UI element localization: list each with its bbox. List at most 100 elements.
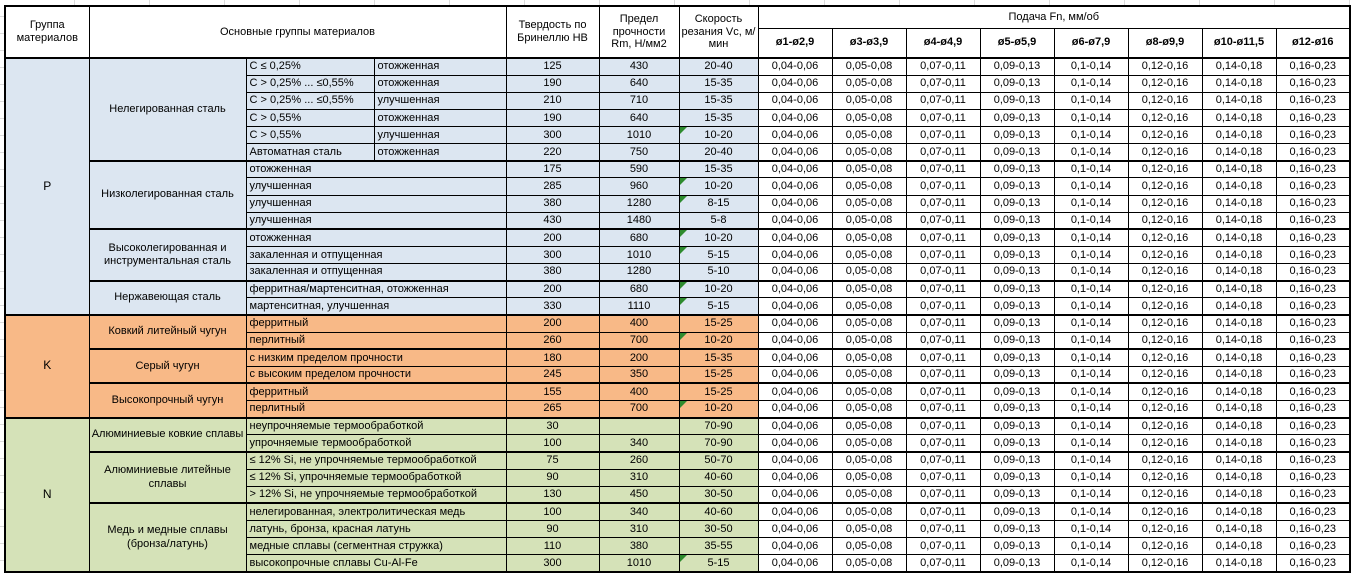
cell-hardness-hb[interactable]: 260 [505,331,600,351]
cell-material-state[interactable]: отожженная [373,74,507,93]
cell-feed-value[interactable]: 0,07-0,11 [905,57,981,76]
cell-strength-rm[interactable]: 400 [598,314,680,333]
cell-speed-vc[interactable]: 15-35 [678,160,759,179]
cell-feed-value[interactable]: 0,07-0,11 [905,502,981,521]
cell-strength-rm[interactable]: 1010 [598,554,680,573]
cell-material-desc[interactable]: ферритный [245,314,507,333]
cell-feed-value[interactable]: 0,16-0,23 [1275,434,1351,453]
cell-hardness-hb[interactable]: 100 [505,502,600,521]
cell-material-desc[interactable]: > 12% Si, не упрочняемые термообработкой [245,485,507,505]
cell-feed-value[interactable]: 0,07-0,11 [905,74,981,93]
cell-material-desc[interactable]: латунь, бронза, красная латунь [245,519,507,539]
cell-material-desc[interactable]: перлитный [245,399,507,419]
cell-hardness-hb[interactable]: 430 [505,211,600,231]
cell-strength-rm[interactable]: 640 [598,108,680,128]
cell-feed-value[interactable]: 0,05-0,08 [831,434,907,453]
cell-feed-value[interactable]: 0,1-0,14 [1053,125,1129,145]
cell-feed-value[interactable]: 0,05-0,08 [831,331,907,351]
header-feed-title[interactable]: Подача Fn, мм/об [757,5,1351,29]
cell-hardness-hb[interactable]: 190 [505,74,600,93]
cell-speed-vc[interactable]: 15-35 [678,108,759,128]
cell-group-letter[interactable]: N [4,417,90,573]
cell-feed-value[interactable]: 0,1-0,14 [1053,74,1129,93]
cell-feed-value[interactable]: 0,07-0,11 [905,160,981,179]
cell-speed-vc[interactable]: 40-60 [678,502,759,521]
cell-feed-value[interactable]: 0,12-0,16 [1127,536,1203,556]
cell-strength-rm[interactable]: 350 [598,365,680,385]
cell-feed-value[interactable]: 0,14-0,18 [1201,262,1277,282]
cell-material-desc[interactable]: перлитный [245,331,507,351]
cell-feed-value[interactable]: 0,09-0,13 [979,434,1055,453]
cell-strength-rm[interactable]: 680 [598,228,680,247]
cell-speed-vc[interactable]: 50-70 [678,451,759,470]
header-tensile-strength[interactable]: Предел прочности Rm, Н/мм2 [598,5,680,59]
cell-hardness-hb[interactable]: 155 [505,382,600,402]
cell-strength-rm[interactable]: 1480 [598,211,680,231]
cell-feed-value[interactable]: 0,14-0,18 [1201,331,1277,351]
cell-hardness-hb[interactable]: 125 [505,57,600,76]
header-brinell-hardness[interactable]: Твердость по Бринеллю HB [505,5,600,59]
cell-feed-value[interactable]: 0,09-0,13 [979,417,1055,436]
cell-feed-value[interactable]: 0,1-0,14 [1053,434,1129,453]
cell-feed-value[interactable]: 0,14-0,18 [1201,194,1277,213]
cell-feed-value[interactable]: 0,04-0,06 [757,434,833,453]
cell-hardness-hb[interactable]: 75 [505,451,600,470]
cell-feed-value[interactable]: 0,09-0,13 [979,348,1055,367]
cell-material-spec[interactable]: C > 0,25% ... ≤0,55% [245,91,375,110]
cell-feed-value[interactable]: 0,07-0,11 [905,91,981,110]
cell-feed-value[interactable]: 0,16-0,23 [1275,519,1351,539]
cell-feed-value[interactable]: 0,12-0,16 [1127,262,1203,282]
cell-material-state[interactable]: отожженная [373,108,507,128]
cell-strength-rm[interactable]: 680 [598,280,680,299]
cell-material-state[interactable]: улучшенная [373,91,507,110]
cell-subgroup-name[interactable]: Нелегированная сталь [88,57,247,162]
cell-feed-value[interactable]: 0,16-0,23 [1275,262,1351,282]
cell-feed-value[interactable]: 0,05-0,08 [831,417,907,436]
cell-material-desc[interactable]: ферритная/мартенситная, отожженная [245,280,507,299]
cell-hardness-hb[interactable]: 110 [505,536,600,556]
cell-hardness-hb[interactable]: 90 [505,468,600,487]
cell-strength-rm[interactable]: 200 [598,348,680,367]
cell-feed-value[interactable]: 0,12-0,16 [1127,434,1203,453]
cell-speed-vc[interactable]: 70-90 [678,434,759,453]
cell-feed-value[interactable]: 0,12-0,16 [1127,314,1203,333]
cell-feed-value[interactable]: 0,1-0,14 [1053,245,1129,265]
cell-strength-rm[interactable]: 1010 [598,125,680,145]
cell-speed-vc[interactable]: 5-15 [678,554,759,573]
cell-feed-value[interactable]: 0,1-0,14 [1053,194,1129,213]
cell-feed-value[interactable]: 0,12-0,16 [1127,194,1203,213]
cell-feed-value[interactable]: 0,04-0,06 [757,245,833,265]
cell-feed-value[interactable]: 0,12-0,16 [1127,348,1203,367]
cell-feed-value[interactable]: 0,14-0,18 [1201,228,1277,247]
cell-feed-value[interactable]: 0,07-0,11 [905,348,981,367]
cell-feed-value[interactable]: 0,14-0,18 [1201,348,1277,367]
cell-material-desc[interactable]: мартенситная, улучшенная [245,297,507,316]
cell-feed-value[interactable]: 0,07-0,11 [905,108,981,128]
cell-hardness-hb[interactable]: 200 [505,228,600,247]
cell-material-desc[interactable]: высокопрочные сплавы Cu-Al-Fe [245,554,507,573]
cell-strength-rm[interactable]: 640 [598,74,680,93]
cell-subgroup-name[interactable]: Серый чугун [88,348,247,385]
cell-feed-value[interactable]: 0,09-0,13 [979,297,1055,316]
cell-feed-value[interactable]: 0,16-0,23 [1275,365,1351,385]
cell-feed-value[interactable]: 0,1-0,14 [1053,468,1129,487]
cell-hardness-hb[interactable]: 30 [505,417,600,436]
cell-speed-vc[interactable]: 40-60 [678,468,759,487]
cell-feed-value[interactable]: 0,1-0,14 [1053,211,1129,231]
cell-feed-value[interactable]: 0,12-0,16 [1127,365,1203,385]
cell-feed-value[interactable]: 0,07-0,11 [905,382,981,402]
cell-feed-value[interactable]: 0,16-0,23 [1275,382,1351,402]
cell-feed-value[interactable]: 0,05-0,08 [831,365,907,385]
cell-feed-value[interactable]: 0,16-0,23 [1275,536,1351,556]
cell-feed-value[interactable]: 0,07-0,11 [905,554,981,573]
cell-hardness-hb[interactable]: 300 [505,125,600,145]
cell-material-desc[interactable]: медные сплавы (сегментная стружка) [245,536,507,556]
cell-feed-value[interactable]: 0,09-0,13 [979,74,1055,93]
cell-feed-value[interactable]: 0,12-0,16 [1127,211,1203,231]
cell-speed-vc[interactable]: 15-25 [678,314,759,333]
cell-feed-value[interactable]: 0,1-0,14 [1053,177,1129,196]
cell-feed-value[interactable]: 0,12-0,16 [1127,502,1203,521]
cell-speed-vc[interactable]: 5-8 [678,211,759,231]
cell-feed-value[interactable]: 0,1-0,14 [1053,502,1129,521]
cell-feed-value[interactable]: 0,14-0,18 [1201,314,1277,333]
